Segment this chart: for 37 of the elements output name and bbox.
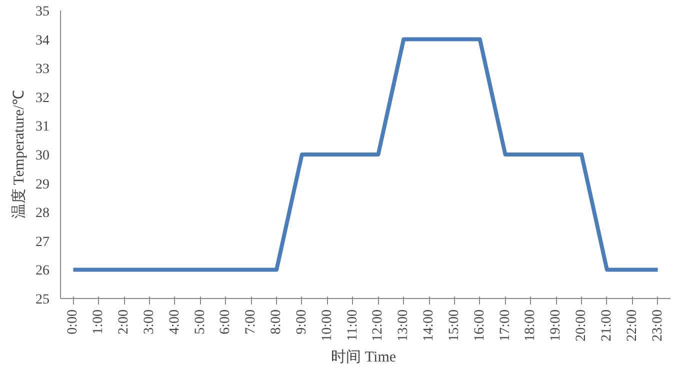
x-tick-label: 16:00: [472, 310, 488, 342]
x-tick-label: 3:00: [142, 310, 157, 334]
y-tick-label: 35: [36, 4, 50, 20]
x-tick-label: 6:00: [218, 310, 234, 334]
y-tick-label: 33: [36, 62, 50, 78]
y-tick-label: 27: [36, 234, 50, 250]
x-tick-label: 11:00: [345, 309, 360, 341]
x-tick-label: 15:00: [446, 310, 462, 342]
y-axis-title: 温度 Temperature/℃: [10, 90, 28, 219]
y-tick-label: 29: [36, 177, 50, 192]
x-tick-label: 18:00: [523, 310, 538, 342]
x-tick-label: 12:00: [370, 310, 386, 342]
x-tick-label: 19:00: [548, 310, 564, 342]
x-tick-label: 2:00: [116, 310, 132, 334]
x-tick-label: 8:00: [269, 310, 284, 334]
x-tick-label: 21:00: [599, 310, 614, 342]
y-tick-label: 31: [36, 120, 50, 135]
x-tick-label: 17:00: [498, 310, 513, 342]
y-tick-label: 30: [36, 148, 50, 164]
y-tick-label: 28: [36, 206, 50, 222]
x-tick-label: 20:00: [574, 310, 590, 342]
y-tick-label: 34: [36, 33, 50, 48]
y-tick-label: 32: [36, 90, 50, 106]
x-axis-title: 时间 Time: [331, 348, 396, 366]
x-tick-label: 4:00: [167, 310, 182, 334]
y-tick-label: 26: [36, 264, 50, 279]
x-tick-label: 14:00: [422, 310, 437, 342]
x-tick-label: 22:00: [624, 310, 640, 342]
x-tick-label: 9:00: [294, 310, 310, 334]
y-tick-label: 25: [36, 292, 50, 308]
x-tick-label: 7:00: [244, 310, 259, 334]
x-tick-label: 13:00: [396, 310, 412, 342]
x-tick-label: 0:00: [66, 310, 81, 334]
x-tick-label: 1:00: [91, 310, 106, 334]
x-tick-label: 10:00: [320, 310, 335, 342]
x-tick-label: 23:00: [650, 310, 666, 342]
x-tick-label: 5:00: [192, 310, 208, 334]
